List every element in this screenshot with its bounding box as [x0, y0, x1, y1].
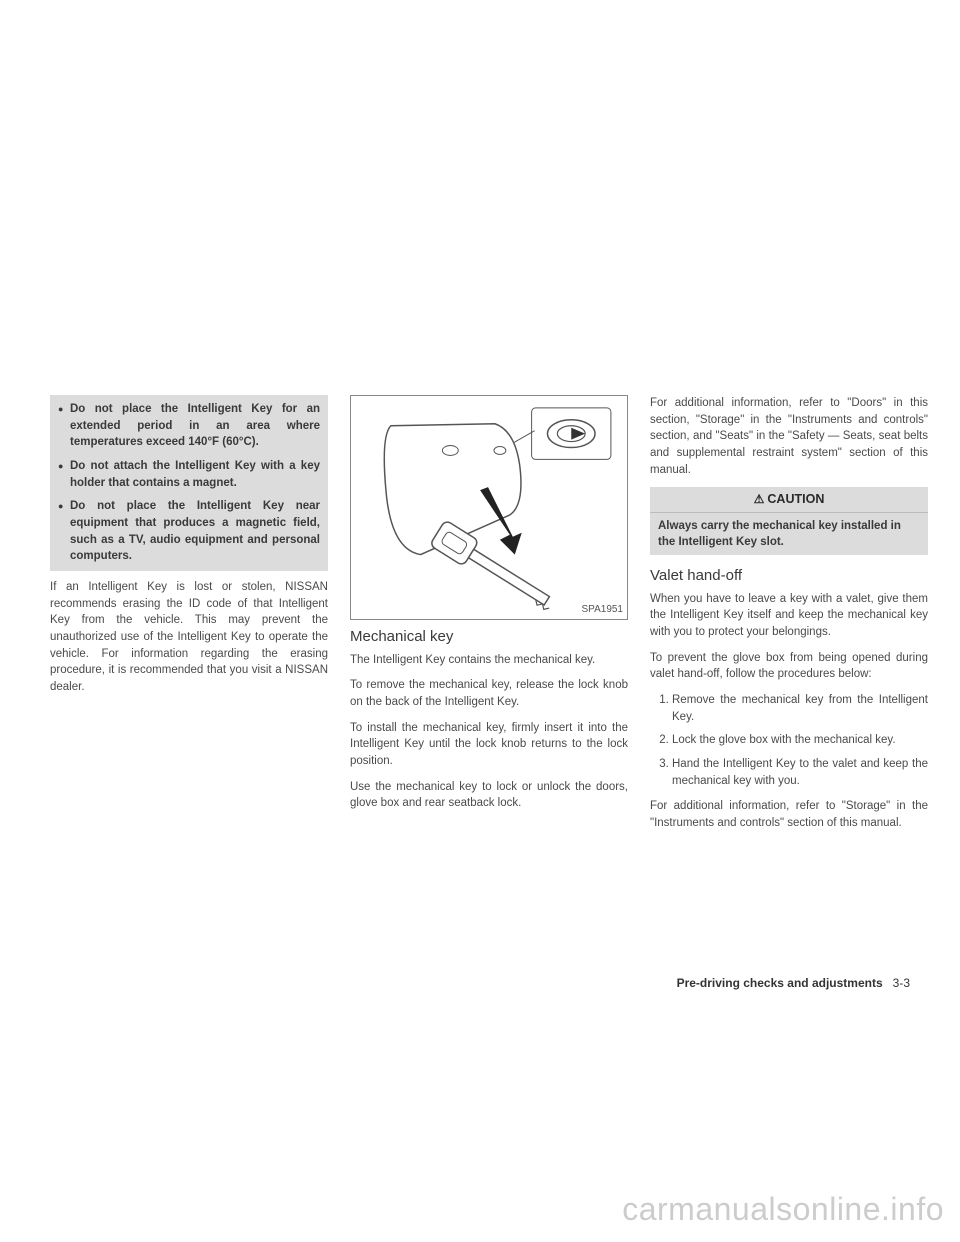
- body-paragraph: Use the mechanical key to lock or unlock…: [350, 779, 628, 812]
- caution-heading: CAUTION: [650, 487, 928, 512]
- body-paragraph: To remove the mechanical key, release th…: [350, 677, 628, 710]
- body-paragraph: The Intelligent Key contains the mechani…: [350, 652, 628, 669]
- step-item: Remove the mechanical key from the Intel…: [672, 692, 928, 725]
- step-item: Hand the Intelligent Key to the valet an…: [672, 756, 928, 789]
- body-paragraph: To prevent the glove box from being open…: [650, 650, 928, 683]
- page-footer: Pre-driving checks and adjustments 3-3: [677, 976, 910, 990]
- warning-box: Do not place the Intelligent Key for an …: [50, 395, 328, 571]
- section-title: Pre-driving checks and adjustments: [677, 976, 883, 990]
- warning-item: Do not attach the Intelligent Key with a…: [58, 458, 320, 491]
- column-3: For additional information, refer to "Do…: [650, 395, 928, 841]
- step-item: Lock the glove box with the mechanical k…: [672, 732, 928, 749]
- valet-heading: Valet hand-off: [650, 565, 928, 587]
- mechanical-key-figure: SPA1951: [350, 395, 628, 620]
- body-paragraph: When you have to leave a key with a vale…: [650, 591, 928, 641]
- page-number: 3-3: [893, 976, 910, 990]
- column-2: SPA1951 Mechanical key The Intelligent K…: [350, 395, 628, 841]
- page-content: Do not place the Intelligent Key for an …: [50, 395, 930, 841]
- figure-label: SPA1951: [581, 603, 623, 618]
- warning-item: Do not place the Intelligent Key near eq…: [58, 498, 320, 565]
- watermark: carmanualsonline.info: [622, 1191, 944, 1228]
- procedure-steps: Remove the mechanical key from the Intel…: [650, 692, 928, 789]
- body-paragraph: If an Intelligent Key is lost or stolen,…: [50, 579, 328, 696]
- body-paragraph: To install the mechanical key, firmly in…: [350, 720, 628, 770]
- body-paragraph: For additional information, refer to "St…: [650, 798, 928, 831]
- body-paragraph: For additional information, refer to "Do…: [650, 395, 928, 478]
- caution-body: Always carry the mechanical key installe…: [650, 513, 928, 555]
- warning-item: Do not place the Intelligent Key for an …: [58, 401, 320, 451]
- mechanical-key-heading: Mechanical key: [350, 626, 628, 648]
- caution-box: CAUTION Always carry the mechanical key …: [650, 487, 928, 555]
- key-illustration: [351, 396, 627, 619]
- column-1: Do not place the Intelligent Key for an …: [50, 395, 328, 841]
